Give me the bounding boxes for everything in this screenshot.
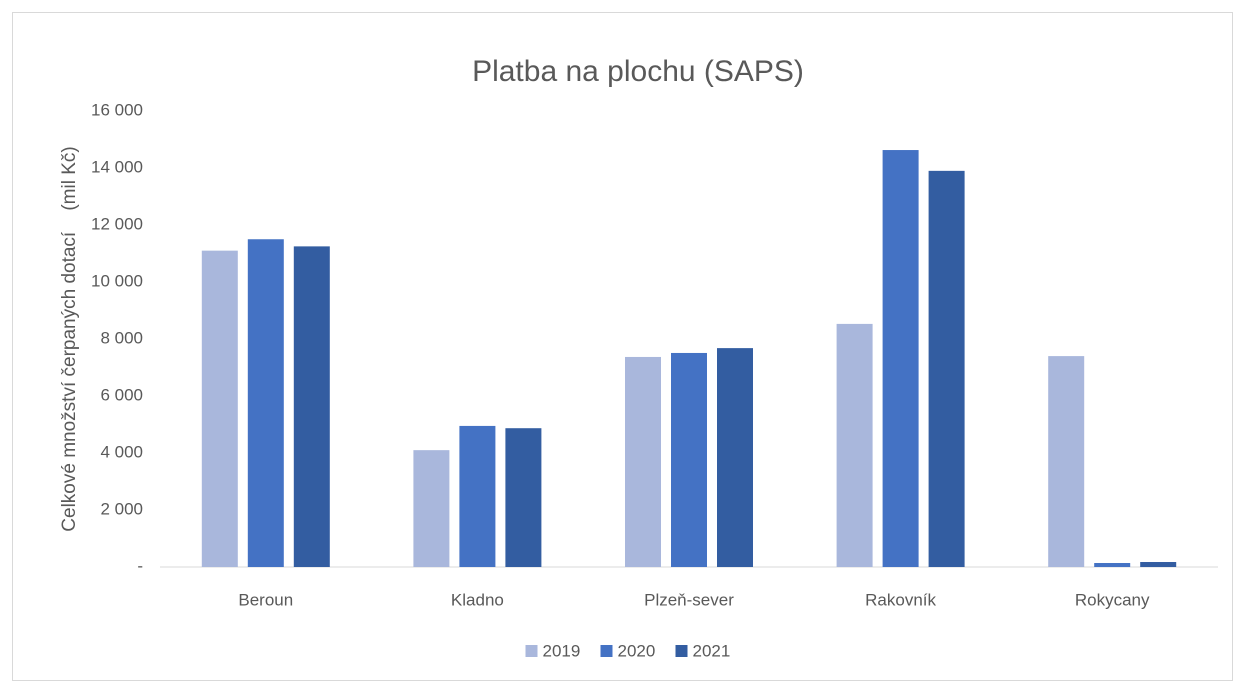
bar (413, 450, 450, 567)
legend-swatch (600, 645, 613, 657)
y-tick-label: - (137, 556, 143, 575)
y-tick-label: 6 000 (100, 385, 143, 404)
bar (1048, 356, 1085, 567)
bar (505, 428, 542, 567)
legend-label: 2020 (618, 641, 656, 660)
y-axis-label: Celkové množství čerpaných dotací (mil K… (59, 146, 80, 531)
legend-label: 2021 (693, 641, 731, 660)
x-tick-label: Rakovník (865, 590, 936, 609)
bar (1140, 562, 1177, 567)
legend-label: 2019 (543, 641, 581, 660)
y-tick-label: 14 000 (91, 157, 143, 176)
bar (247, 239, 284, 567)
x-tick-label: Rokycany (1075, 590, 1150, 609)
chart-frame (12, 12, 1233, 681)
bar (1094, 563, 1131, 567)
bar (882, 150, 919, 568)
y-tick-label: 12 000 (91, 214, 143, 233)
bar (717, 348, 753, 567)
bar (671, 352, 707, 567)
y-tick-label: 8 000 (100, 328, 143, 347)
legend-swatch (675, 645, 688, 657)
chart-title: Platba na plochu (SAPS) (472, 55, 804, 88)
bar (836, 323, 873, 567)
legend-swatch (525, 645, 538, 657)
bar (928, 170, 965, 567)
x-tick-label: Plzeň-sever (644, 590, 734, 609)
bar (201, 250, 238, 567)
y-tick-label: 16 000 (91, 100, 143, 119)
x-tick-label: Beroun (238, 590, 293, 609)
bar (293, 246, 330, 567)
y-tick-label: 10 000 (91, 271, 143, 290)
y-tick-label: 2 000 (100, 499, 143, 518)
bar (459, 425, 496, 567)
y-tick-label: 4 000 (100, 442, 143, 461)
bar (625, 356, 661, 567)
x-tick-label: Kladno (451, 590, 504, 609)
